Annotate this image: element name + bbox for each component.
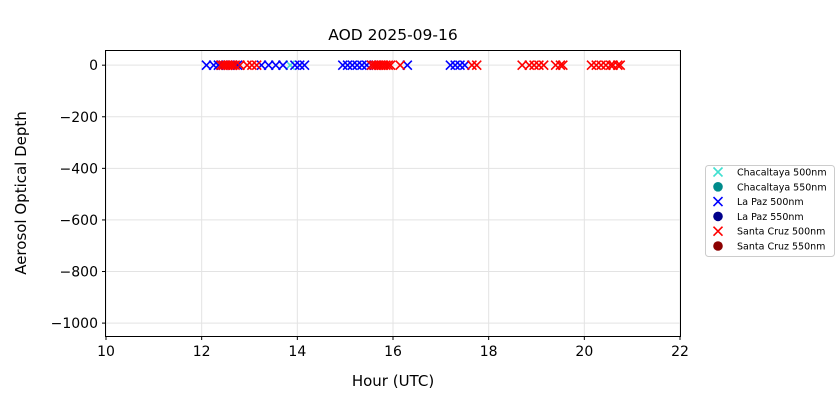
chart-title: AOD 2025-09-16 bbox=[328, 26, 457, 44]
legend-marker-chacaltaya-550nm bbox=[713, 182, 723, 192]
x-tick-label: 18 bbox=[480, 344, 498, 360]
legend-label-chacaltaya-550nm: Chacaltaya 550nm bbox=[737, 182, 827, 193]
point-la-paz-500nm bbox=[289, 60, 301, 71]
legend-marker-santa-cruz-500nm bbox=[712, 226, 724, 237]
point-la-paz-500nm bbox=[256, 60, 267, 71]
point-santa-cruz-500nm bbox=[605, 60, 616, 71]
legend-label-chacaltaya-500nm: Chacaltaya 500nm bbox=[737, 168, 827, 179]
point-la-paz-500nm bbox=[361, 60, 372, 71]
point-la-paz-500nm bbox=[270, 60, 281, 71]
y-tick-label: 0 bbox=[89, 58, 98, 74]
point-santa-cruz-500nm bbox=[380, 60, 391, 71]
x-tick-label: 14 bbox=[288, 344, 306, 360]
point-santa-cruz-500nm bbox=[385, 60, 396, 71]
data-marks bbox=[201, 60, 626, 71]
x-tick-label: 16 bbox=[384, 344, 402, 360]
point-santa-cruz-500nm bbox=[383, 60, 394, 71]
x-tick-label: 12 bbox=[193, 344, 211, 360]
x-tick-label: 22 bbox=[671, 344, 689, 360]
y-axis: 0 −200 −400 −600 −800 −1000 bbox=[51, 58, 106, 332]
point-la-paz-500nm bbox=[213, 60, 224, 71]
y-tick-label: −200 bbox=[60, 110, 98, 126]
legend: Chacaltaya 500nm Chacaltaya 550nm La Paz 5… bbox=[705, 165, 835, 257]
point-la-paz-500nm bbox=[356, 60, 367, 71]
point-la-paz-500nm bbox=[459, 60, 470, 71]
legend-marker-chacaltaya-500nm bbox=[712, 166, 724, 178]
legend-label-santa-cruz-500nm: Santa Cruz 500nm bbox=[737, 227, 825, 238]
y-tick-label: −600 bbox=[60, 213, 98, 229]
point-santa-cruz-500nm bbox=[550, 60, 561, 71]
y-axis-label: Aerosol Optical Depth bbox=[12, 111, 30, 275]
point-santa-cruz-500nm bbox=[395, 60, 406, 71]
point-santa-cruz-500nm bbox=[596, 60, 607, 71]
point-santa-cruz-500nm bbox=[373, 60, 384, 71]
point-santa-cruz-500nm bbox=[371, 60, 382, 71]
x-axis: 10 12 14 16 18 20 22 bbox=[97, 336, 689, 360]
point-la-paz-500nm bbox=[201, 60, 212, 71]
point-santa-cruz-500nm bbox=[368, 60, 379, 71]
point-santa-cruz-500nm bbox=[600, 60, 611, 71]
point-la-paz-500nm bbox=[337, 60, 348, 71]
legend-label-santa-cruz-550nm: Santa Cruz 550nm bbox=[737, 242, 825, 253]
point-santa-cruz-500nm bbox=[215, 60, 226, 71]
point-santa-cruz-500nm bbox=[557, 60, 568, 71]
point-chacaltaya-500nm bbox=[285, 60, 296, 71]
point-santa-cruz-500nm bbox=[612, 60, 623, 71]
point-santa-cruz-500nm bbox=[586, 60, 597, 71]
x-tick-label: 20 bbox=[575, 344, 593, 360]
point-santa-cruz-500nm bbox=[615, 60, 626, 71]
point-santa-cruz-500nm bbox=[227, 60, 238, 71]
point-la-paz-500nm bbox=[402, 60, 413, 71]
point-santa-cruz-500nm bbox=[246, 60, 257, 71]
point-la-paz-500nm bbox=[294, 60, 305, 71]
point-la-paz-500nm bbox=[454, 60, 466, 71]
point-santa-cruz-500nm bbox=[222, 60, 234, 71]
point-la-paz-500nm bbox=[277, 60, 289, 71]
point-santa-cruz-500nm bbox=[607, 60, 619, 71]
point-la-paz-500nm bbox=[263, 60, 274, 71]
y-tick-label: −1000 bbox=[51, 316, 98, 332]
legend-marker-la-paz-550nm bbox=[713, 211, 723, 222]
point-santa-cruz-500nm bbox=[517, 60, 528, 71]
point-la-paz-500nm bbox=[450, 60, 461, 71]
point-santa-cruz-500nm bbox=[218, 60, 229, 71]
y-tick-label: −800 bbox=[60, 265, 98, 281]
point-la-paz-500nm bbox=[352, 60, 363, 71]
grid bbox=[105, 51, 681, 336]
legend-label-la-paz-550nm: La Paz 550nm bbox=[737, 212, 804, 223]
point-santa-cruz-500nm bbox=[524, 60, 535, 71]
point-la-paz-500nm bbox=[342, 60, 353, 71]
point-santa-cruz-500nm bbox=[591, 60, 602, 71]
point-santa-cruz-500nm bbox=[471, 60, 482, 71]
point-la-paz-500nm bbox=[347, 60, 358, 71]
point-santa-cruz-500nm bbox=[366, 60, 377, 71]
x-tick-label: 10 bbox=[97, 344, 115, 360]
legend-label-la-paz-500nm: La Paz 500nm bbox=[737, 197, 804, 208]
point-santa-cruz-500nm bbox=[242, 60, 253, 71]
point-santa-cruz-500nm bbox=[538, 60, 549, 71]
point-santa-cruz-500nm bbox=[225, 60, 236, 71]
point-santa-cruz-500nm bbox=[230, 60, 241, 71]
point-santa-cruz-500nm bbox=[220, 60, 231, 71]
y-tick-label: −400 bbox=[60, 161, 98, 177]
legend-marker-santa-cruz-550nm bbox=[713, 241, 723, 251]
point-la-paz-500nm bbox=[208, 60, 219, 71]
point-santa-cruz-500nm bbox=[378, 60, 389, 71]
x-axis-label: Hour (UTC) bbox=[352, 372, 434, 390]
point-santa-cruz-500nm bbox=[555, 60, 566, 71]
legend-marker-la-paz-500nm bbox=[712, 196, 724, 207]
point-santa-cruz-500nm bbox=[375, 60, 387, 71]
point-la-paz-500nm bbox=[445, 60, 456, 71]
point-santa-cruz-500nm bbox=[529, 60, 540, 71]
point-la-paz-500nm bbox=[299, 60, 310, 71]
point-santa-cruz-500nm bbox=[466, 60, 477, 71]
legend-box bbox=[705, 165, 835, 257]
point-santa-cruz-500nm bbox=[251, 60, 262, 71]
point-santa-cruz-500nm bbox=[234, 60, 245, 71]
point-la-paz-500nm bbox=[232, 60, 243, 71]
point-santa-cruz-500nm bbox=[533, 60, 544, 71]
